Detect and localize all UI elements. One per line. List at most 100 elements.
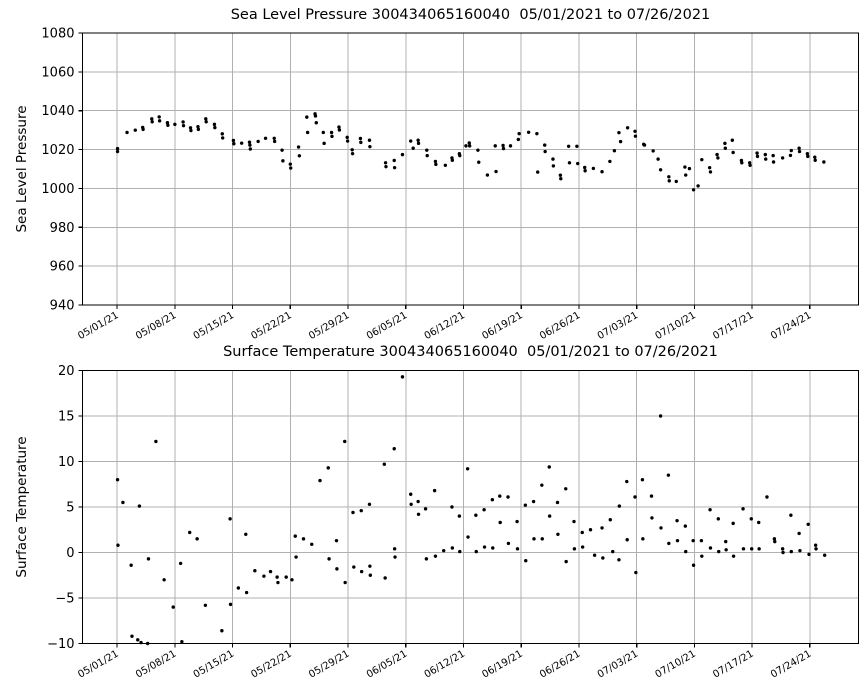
y-tick-label: 960 <box>50 260 75 275</box>
data-point <box>531 499 536 504</box>
data-point <box>350 148 354 152</box>
y-tick-label: 15 <box>58 410 75 425</box>
pressure-chart-title: Sea Level Pressure 300434065160040 05/01… <box>230 7 711 23</box>
data-point <box>350 151 355 156</box>
data-point <box>716 156 720 160</box>
x-tick-label: 07/17/21 <box>711 649 755 681</box>
data-point <box>494 169 498 174</box>
data-point <box>368 144 372 149</box>
data-point <box>696 184 700 188</box>
data-point <box>196 124 200 129</box>
x-tick-label: 06/12/21 <box>423 310 467 342</box>
data-point <box>474 513 478 517</box>
data-point <box>433 554 438 558</box>
data-point <box>275 575 279 579</box>
data-point <box>501 143 505 148</box>
data-point <box>248 143 252 147</box>
data-point <box>382 462 387 466</box>
data-point <box>228 602 233 607</box>
data-point <box>658 168 663 172</box>
data-point <box>321 130 325 135</box>
data-point <box>659 526 663 530</box>
data-point <box>641 537 645 541</box>
data-point <box>157 115 161 119</box>
data-point <box>115 149 120 154</box>
data-point <box>305 130 310 135</box>
data-point <box>612 149 617 153</box>
data-point <box>567 161 572 165</box>
data-point <box>457 514 462 518</box>
data-point <box>393 555 397 559</box>
data-point <box>780 547 785 551</box>
data-point <box>700 157 704 162</box>
data-point <box>740 161 744 165</box>
data-point <box>220 132 224 136</box>
data-point <box>236 586 241 590</box>
data-point <box>691 563 696 567</box>
data-point <box>204 117 208 121</box>
data-point <box>748 163 752 168</box>
data-point <box>450 505 454 509</box>
data-point <box>666 473 671 477</box>
data-point <box>327 557 331 561</box>
data-point <box>450 158 455 162</box>
x-tick-label: 07/10/21 <box>653 310 697 342</box>
data-point <box>633 495 637 499</box>
data-point <box>633 134 638 138</box>
data-point <box>536 170 540 174</box>
data-point <box>543 143 547 147</box>
data-point <box>284 575 288 579</box>
data-point <box>232 142 236 146</box>
data-point <box>409 502 413 506</box>
data-point <box>293 534 297 538</box>
x-tick-label: 06/19/21 <box>480 649 524 681</box>
data-point <box>797 531 801 536</box>
x-tick-label: 05/08/21 <box>134 310 178 342</box>
data-point <box>166 123 170 127</box>
data-point <box>608 159 612 164</box>
data-point <box>765 495 769 499</box>
data-point <box>617 504 622 508</box>
data-point <box>280 148 284 152</box>
data-point <box>485 173 490 177</box>
data-point <box>667 179 671 183</box>
axes-spines <box>81 369 860 645</box>
data-point <box>691 538 695 543</box>
data-point <box>540 483 544 487</box>
data-point <box>675 518 679 523</box>
data-point <box>352 565 356 569</box>
x-tick-label: 05/08/21 <box>134 649 178 681</box>
data-point <box>476 148 480 152</box>
data-point <box>806 522 810 526</box>
data-point <box>700 554 704 558</box>
data-point <box>490 498 495 502</box>
data-point <box>482 508 486 512</box>
data-point <box>517 131 521 136</box>
data-point <box>600 526 604 530</box>
data-point <box>564 559 568 564</box>
data-point <box>601 556 605 560</box>
data-point <box>329 130 334 135</box>
data-point <box>359 508 363 513</box>
x-tick-label: 07/03/21 <box>596 649 640 681</box>
data-point <box>416 499 420 504</box>
data-point <box>717 549 721 554</box>
data-point <box>345 139 350 143</box>
data-point <box>771 160 776 164</box>
data-point <box>443 163 448 168</box>
data-point <box>188 126 193 130</box>
data-point <box>244 532 248 536</box>
data-point <box>684 549 688 554</box>
data-point <box>625 538 629 542</box>
data-point <box>262 574 266 578</box>
data-point <box>334 538 339 543</box>
data-point <box>555 500 560 505</box>
data-point <box>263 136 268 141</box>
data-point <box>425 148 429 152</box>
data-point <box>618 139 623 144</box>
data-point <box>416 138 420 142</box>
data-point <box>326 466 330 470</box>
data-point <box>547 514 552 518</box>
